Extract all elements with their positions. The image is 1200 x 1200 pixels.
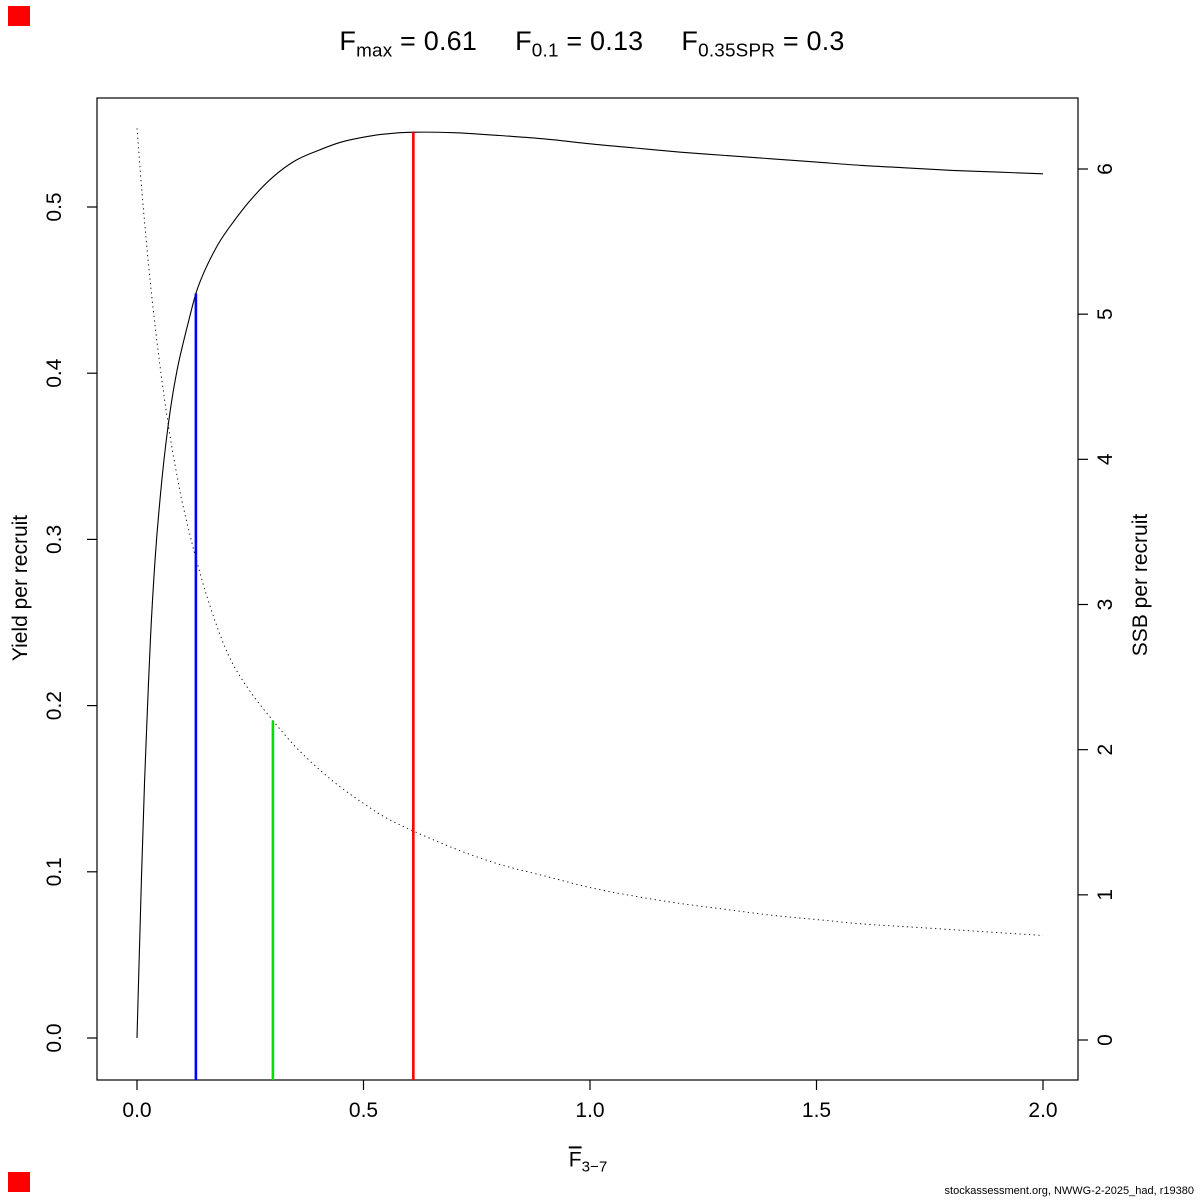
- y-right-tick-label: 3: [1094, 599, 1117, 611]
- red-marker-bottom-left: [8, 1172, 30, 1192]
- y-right-tick-label: 2: [1094, 744, 1117, 756]
- y-right-tick-label: 4: [1094, 453, 1117, 465]
- yield-per-recruit-curve: [136, 131, 1044, 1039]
- y-left-tick-label: 0.3: [43, 525, 66, 554]
- title-term-fmax: Fmax = 0.61: [339, 26, 478, 62]
- y-left-tick-label: 0.2: [43, 691, 66, 720]
- x-tick-label: 2.0: [1028, 1099, 1057, 1122]
- fbar-symbol: F: [568, 1148, 582, 1172]
- x-axis-label: F3−7: [568, 1148, 608, 1176]
- ssb-per-recruit-curve: [136, 128, 1044, 936]
- y-right-tick-label: 1: [1094, 889, 1117, 901]
- y-left-tick-label: 0.4: [43, 358, 66, 388]
- x-tick-label: 0.5: [349, 1099, 378, 1122]
- y-left-tick-label: 0.0: [43, 1023, 66, 1052]
- title-term-f01: F0.1 = 0.13: [515, 26, 644, 62]
- title-term-f035spr: F0.35SPR = 0.3: [681, 26, 845, 62]
- y-right-tick-label: 6: [1094, 163, 1117, 175]
- x-tick-label: 1.5: [802, 1099, 831, 1122]
- x-tick-label: 1.0: [575, 1099, 604, 1122]
- y-right-tick-label: 5: [1094, 308, 1117, 320]
- footer-credit: stockassessment.org, NWWG-2-2025_had, r1…: [944, 1185, 1194, 1197]
- y-left-tick-label: 0.1: [43, 857, 66, 886]
- y-axis-label-right: SSB per recruit: [1129, 513, 1152, 657]
- chart-title: Fmax = 0.61 F0.1 = 0.13 F0.35SPR = 0.3: [0, 26, 1184, 62]
- y-right-tick-label: 0: [1094, 1034, 1117, 1046]
- y-axis-label-left: Yield per recruit: [9, 514, 32, 662]
- x-tick-label: 0.0: [122, 1099, 151, 1122]
- y-left-tick-label: 0.5: [43, 192, 66, 221]
- plot-box: [96, 97, 1079, 1081]
- red-marker-top-left: [8, 6, 30, 26]
